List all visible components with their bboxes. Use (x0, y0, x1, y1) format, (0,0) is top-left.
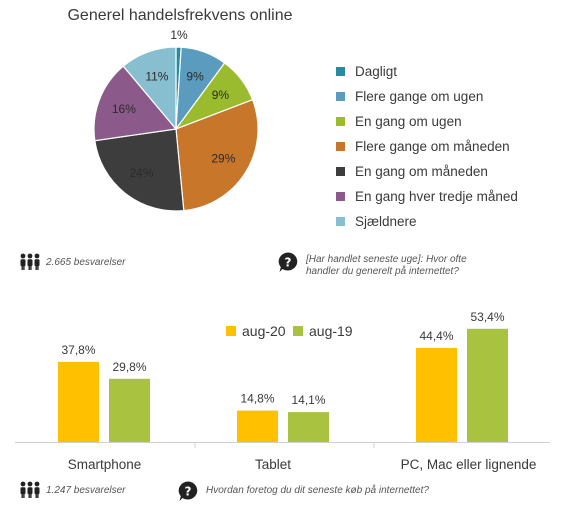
bar-legend-aug19: aug-19 (293, 323, 353, 339)
bar-aug-19-0 (109, 378, 150, 442)
legend-swatch (226, 326, 236, 336)
category-label-smartphone: Smartphone (67, 457, 142, 472)
people-icon (19, 253, 41, 276)
category-label-pc: PC, Mac eller lignende (400, 457, 537, 472)
legend-swatch (336, 116, 345, 126)
legend-label: Dagligt (355, 63, 398, 79)
pie-question-text: [Har handlet seneste uge]: Hvor ofte han… (306, 254, 467, 277)
question-bubble-icon: ? (277, 251, 299, 278)
legend-item-hver-tredje-maaned: En gang hver tredje måned (336, 188, 518, 204)
pie-slice-label: 9% (212, 88, 230, 102)
bar-legend-aug20: aug-20 (226, 323, 286, 339)
category-label-tablet: Tablet (254, 457, 292, 472)
pie-slice-label: 16% (112, 102, 136, 116)
legend-swatch (293, 326, 303, 336)
legend-item-sjaeldnere: Sjældnere (336, 213, 417, 229)
legend-label: Sjældnere (355, 213, 417, 229)
pie-slice-3 (175, 98, 259, 212)
pie-slice-label: 1% (170, 28, 188, 42)
pie-slice-label: 11% (145, 70, 168, 84)
legend-item-en-gang-om-maaneden: En gang om måneden (336, 163, 488, 179)
bar-data-label: 29,8% (112, 360, 146, 374)
bar-data-label: 44,4% (419, 329, 453, 343)
legend-label: aug-20 (242, 323, 286, 339)
bar-data-label: 14,1% (291, 393, 325, 407)
legend-item-flere-gange-om-maaneden: Flere gange om måneden (336, 138, 510, 154)
legend-item-en-gang-om-ugen: En gang om ugen (336, 113, 462, 129)
people-icon (19, 481, 41, 504)
bar-respondents-count: 1.247 besvarelser (46, 485, 126, 496)
pie-respondents-count: 2.665 besvarelser (46, 257, 126, 268)
legend-swatch (336, 141, 345, 151)
pie-slice-label: 29% (211, 151, 235, 165)
bar-aug-20-0 (58, 361, 99, 442)
legend-label: En gang hver tredje måned (355, 188, 518, 204)
bar-aug-19-2 (467, 328, 508, 442)
pie-slice-5 (93, 65, 178, 142)
pie-slice-label: 24% (129, 166, 153, 180)
legend-label: Flere gange om ugen (355, 88, 484, 104)
legend-label: En gang om måneden (355, 163, 488, 179)
legend-swatch (336, 166, 345, 176)
legend-item-dagligt: Dagligt (336, 63, 397, 79)
svg-text:?: ? (185, 485, 192, 499)
legend-label: aug-19 (309, 323, 353, 339)
bar-data-label: 53,4% (470, 310, 504, 324)
pie-slice-6 (122, 46, 177, 131)
bar-aug-19-1 (288, 412, 329, 442)
legend-swatch (336, 91, 345, 101)
legend-swatch (336, 191, 345, 201)
pie-slice-4 (94, 128, 185, 212)
bar-question-text: Hvordan foretog du dit seneste køb på in… (206, 485, 429, 496)
pie-chart-title: Generel handelsfrekvens online (67, 7, 293, 24)
bar-data-label: 37,8% (61, 343, 95, 357)
legend-swatch (336, 216, 345, 226)
question-bubble-icon: ? (177, 480, 199, 507)
legend-label: Flere gange om måneden (355, 138, 510, 154)
svg-text:?: ? (285, 256, 292, 270)
pie-slice-label: 9% (186, 70, 204, 84)
legend-item-flere-gange-om-ugen: Flere gange om ugen (336, 88, 483, 104)
bar-aug-20-1 (237, 410, 278, 442)
legend-label: En gang om ugen (355, 113, 462, 129)
legend-swatch (336, 66, 345, 76)
bar-data-label: 14,8% (240, 392, 274, 406)
bar-aug-20-2 (416, 347, 457, 442)
